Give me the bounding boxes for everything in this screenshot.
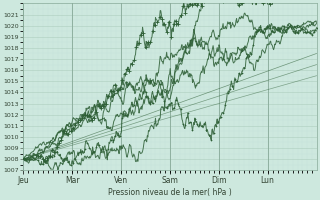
X-axis label: Pression niveau de la mer( hPa ): Pression niveau de la mer( hPa ) [108, 188, 232, 197]
